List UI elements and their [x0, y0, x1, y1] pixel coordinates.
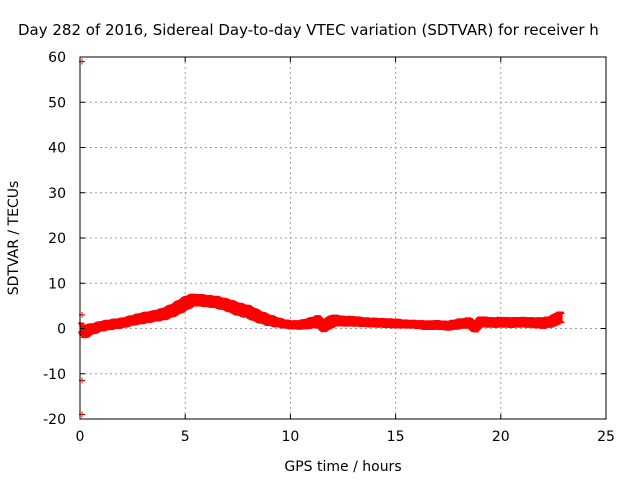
x-axis-label: GPS time / hours — [284, 459, 401, 475]
x-tick-label: 10 — [281, 429, 299, 445]
grid — [80, 57, 606, 419]
x-tick-label: 25 — [597, 429, 615, 445]
y-tick-label: -10 — [43, 367, 66, 383]
x-tick-label: 0 — [76, 429, 85, 445]
chart-title: Day 282 of 2016, Sidereal Day-to-day VTE… — [18, 21, 599, 39]
y-tick-label: 60 — [48, 50, 66, 66]
y-tick-label: 40 — [48, 141, 66, 157]
y-tick-label: 50 — [48, 95, 66, 111]
x-tick-label: 5 — [181, 429, 190, 445]
data-layer — [78, 58, 565, 418]
y-axis-label: SDTVAR / TECUs — [6, 181, 22, 296]
series-0 — [78, 293, 565, 339]
x-tick-label: 15 — [387, 429, 405, 445]
y-tick-label: -20 — [43, 412, 66, 428]
y-tick-label: 20 — [48, 231, 66, 247]
y-tick-label: 0 — [57, 322, 66, 338]
x-tick-label: 20 — [492, 429, 510, 445]
y-tick-label: 10 — [48, 276, 66, 292]
axis-ticks: 0 5 10 15 20 25 -20 -10 0 10 20 30 40 50 60 — [43, 50, 615, 445]
plot-frame — [79, 56, 607, 420]
y-tick-label: 30 — [48, 186, 66, 202]
